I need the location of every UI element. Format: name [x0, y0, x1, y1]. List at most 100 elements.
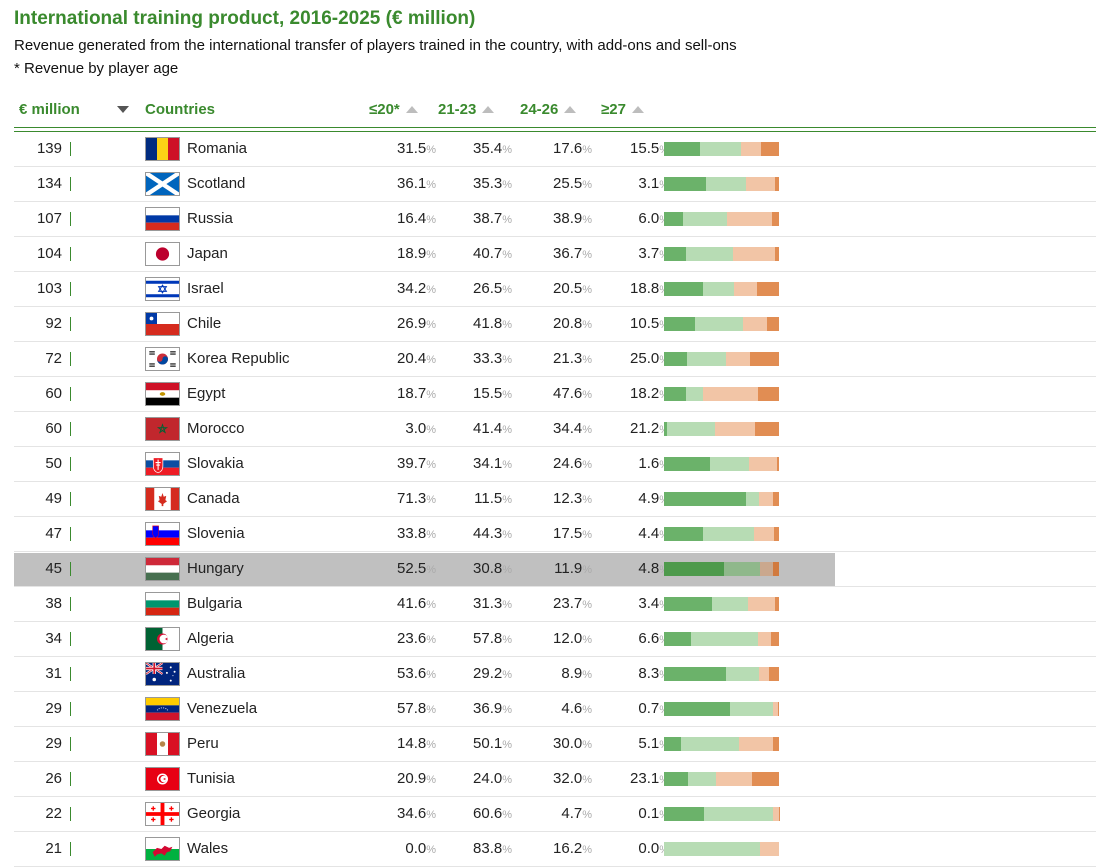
age-le20-label: ≤20*	[369, 101, 400, 118]
revenue-value: 134	[36, 175, 62, 192]
age-share-number: 29.2	[473, 665, 503, 682]
bar-segment-age-group-1	[664, 212, 683, 226]
row-divider	[14, 411, 1096, 412]
bar-segment-age-group-3	[727, 212, 773, 226]
age-share-value: 20.4%	[366, 350, 436, 367]
age-share-value: 20.8%	[522, 315, 592, 332]
bar-segment-age-group-2	[702, 527, 754, 541]
age-share-value: 57.8%	[366, 700, 436, 717]
age-distribution-bar	[664, 667, 779, 681]
age-share-value: 41.8%	[442, 315, 512, 332]
canada-flag-icon	[145, 487, 180, 511]
age-share-number: 24.6	[553, 455, 583, 472]
age-distribution-bar	[664, 492, 779, 506]
chile-flag-icon	[145, 312, 180, 336]
percent-unit: %	[582, 564, 592, 576]
chart-subtitle: Revenue generated from the international…	[14, 37, 737, 54]
age-share-number: 3.0	[405, 420, 427, 437]
age-distribution-bar	[664, 282, 779, 296]
age-share-value: 18.7%	[366, 385, 436, 402]
age-share-number: 36.1	[397, 175, 427, 192]
value-column-header[interactable]: € million	[19, 101, 80, 118]
age-share-number: 44.3	[473, 525, 503, 542]
age-share-number: 39.7	[397, 455, 427, 472]
revenue-value: 31	[45, 665, 62, 682]
age-share-value: 17.6%	[522, 140, 592, 157]
bar-segment-age-group-1	[664, 317, 695, 331]
age-share-number: 21.2	[630, 420, 660, 437]
age-ge27-column-header[interactable]: ≥27	[601, 101, 644, 118]
age-share-number: 40.7	[473, 245, 503, 262]
age-share-value: 3.7%	[599, 245, 669, 262]
bar-segment-age-group-3	[748, 457, 778, 471]
age-21-23-column-header[interactable]: 21-23	[438, 101, 495, 118]
age-share-number: 4.8	[638, 560, 660, 577]
age-share-number: 38.9	[553, 210, 583, 227]
bar-segment-age-group-2	[682, 212, 728, 226]
age-share-number: 14.8	[397, 735, 427, 752]
bar-segment-age-group-2	[709, 457, 749, 471]
age-share-number: 30.8	[473, 560, 503, 577]
age-le20-column-header[interactable]: ≤20*	[369, 101, 418, 118]
age-share-value: 4.8%	[599, 560, 669, 577]
row-divider	[14, 551, 1096, 552]
revenue-value: 22	[45, 805, 62, 822]
value-tick	[70, 492, 71, 506]
egypt-flag-icon	[145, 382, 180, 406]
age-share-value: 14.8%	[366, 735, 436, 752]
countries-column-header[interactable]: Countries	[145, 101, 215, 118]
percent-unit: %	[426, 634, 436, 646]
revenue-value: 92	[45, 315, 62, 332]
age-share-number: 35.3	[473, 175, 503, 192]
age-share-value: 34.1%	[442, 455, 512, 472]
bar-segment-age-group-3	[760, 842, 779, 856]
row-divider	[14, 726, 1096, 727]
age-24-26-column-header[interactable]: 24-26	[520, 101, 577, 118]
age-share-value: 6.0%	[599, 210, 669, 227]
percent-unit: %	[426, 529, 436, 541]
bar-segment-age-group-1	[664, 142, 701, 156]
percent-unit: %	[582, 214, 592, 226]
value-tick	[70, 282, 71, 296]
bar-segment-age-group-2	[703, 282, 734, 296]
age-share-number: 4.7	[561, 805, 583, 822]
percent-unit: %	[426, 144, 436, 156]
age-share-value: 24.6%	[522, 455, 592, 472]
age-share-number: 0.7	[638, 700, 660, 717]
bar-segment-age-group-4	[775, 177, 779, 191]
sort-descending-icon[interactable]	[117, 106, 129, 113]
bar-segment-age-group-4	[773, 527, 779, 541]
country-name: Morocco	[187, 420, 245, 437]
bar-segment-age-group-2	[725, 667, 760, 681]
bar-segment-age-group-1	[664, 597, 712, 611]
bar-segment-age-group-1	[664, 352, 688, 366]
country-name: Slovakia	[187, 455, 244, 472]
row-divider	[14, 621, 1096, 622]
percent-unit: %	[502, 564, 512, 576]
age-share-number: 38.7	[473, 210, 503, 227]
bar-segment-age-group-1	[664, 632, 692, 646]
age-share-value: 3.4%	[599, 595, 669, 612]
row-divider	[14, 761, 1096, 762]
